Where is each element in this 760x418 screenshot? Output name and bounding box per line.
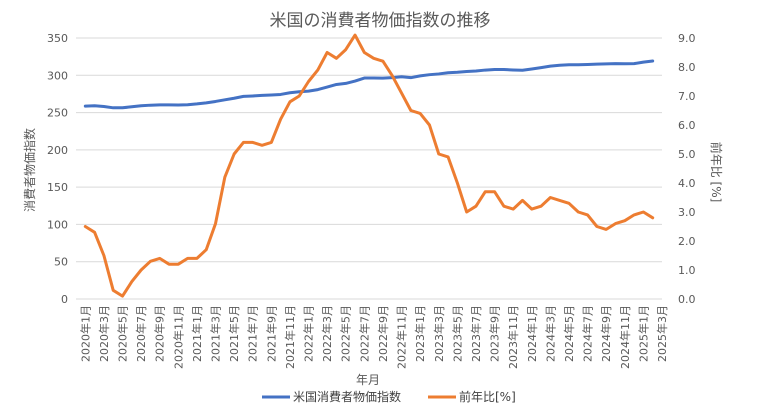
y-right-tick-label: 3.0	[678, 206, 696, 219]
x-tick-label: 2022年9月	[376, 305, 390, 362]
y-right-tick-label: 9.0	[678, 32, 696, 45]
y-left-tick-label: 100	[47, 218, 68, 231]
y-left-tick-label: 50	[54, 256, 68, 269]
y-axis-right-label: 前年比 [%]	[709, 142, 724, 203]
x-tick-label: 2025年3月	[655, 305, 669, 362]
x-tick-label: 2024年3月	[543, 305, 557, 362]
y-left-tick-label: 200	[47, 144, 68, 157]
x-tick-label: 2023年5月	[450, 305, 464, 362]
x-tick-label: 2020年9月	[153, 305, 167, 362]
x-tick-label: 2022年3月	[320, 305, 334, 362]
legend-label-yoy: 前年比[%]	[459, 389, 516, 404]
x-axis-label: 年月	[356, 373, 380, 387]
y-right-tick-label: 5.0	[678, 148, 696, 161]
y-left-tick-label: 350	[47, 32, 68, 45]
x-tick-label: 2020年1月	[78, 305, 92, 362]
left-axis-ticks: 0 50 100 150 200 250 300 350	[47, 32, 68, 306]
x-axis-ticks: 2020年1月 2020年3月 2020年5月 2020年7月 2020年9月 2020年…	[78, 305, 669, 369]
chart-title: 米国の消費者物価指数の推移	[270, 11, 491, 31]
x-tick-label: 2021年3月	[209, 305, 223, 362]
y-right-tick-label: 1.0	[678, 264, 696, 277]
x-tick-label: 2021年1月	[190, 305, 204, 362]
x-tick-label: 2020年7月	[134, 305, 148, 362]
series-layer	[83, 33, 655, 298]
x-tick-label: 2021年9月	[264, 305, 278, 362]
series-line-yoy	[83, 33, 655, 298]
y-axis-left-label: 消費者物価指数	[22, 128, 37, 212]
y-right-tick-label: 6.0	[678, 119, 696, 132]
x-tick-label: 2023年3月	[432, 305, 446, 362]
x-tick-label: 2022年11月	[395, 305, 409, 369]
right-axis-ticks: 0.0 1.0 2.0 3.0 4.0 5.0 6.0 7.0 8.0 9.0	[678, 32, 696, 306]
y-right-tick-label: 4.0	[678, 177, 696, 190]
x-tick-label: 2022年7月	[357, 305, 371, 362]
x-tick-label: 2024年9月	[599, 305, 613, 362]
legend: 米国消費者物価指数 前年比[%]	[262, 389, 516, 404]
series-line-cpi	[83, 59, 655, 110]
x-tick-label: 2025年1月	[636, 305, 650, 362]
x-tick-label: 2022年1月	[302, 305, 316, 362]
x-tick-label: 2021年7月	[246, 305, 260, 362]
x-tick-label: 2021年5月	[227, 305, 241, 362]
x-tick-label: 2023年7月	[469, 305, 483, 362]
x-tick-label: 2020年5月	[116, 305, 130, 362]
x-tick-label: 2023年11月	[506, 305, 520, 369]
y-right-tick-label: 2.0	[678, 235, 696, 248]
x-tick-label: 2024年7月	[581, 305, 595, 362]
x-tick-label: 2024年1月	[525, 305, 539, 362]
x-tick-label: 2024年11月	[618, 305, 632, 369]
y-left-tick-label: 0	[61, 293, 68, 306]
x-tick-label: 2023年1月	[413, 305, 427, 362]
x-tick-label: 2020年11月	[171, 305, 185, 369]
x-tick-label: 2024年5月	[562, 305, 576, 362]
x-tick-label: 2022年5月	[339, 305, 353, 362]
x-tick-label: 2023年9月	[488, 305, 502, 362]
y-left-tick-label: 300	[47, 69, 68, 82]
y-right-tick-label: 0.0	[678, 293, 696, 306]
x-tick-label: 2020年3月	[97, 305, 111, 362]
grid-layer	[76, 37, 662, 300]
y-left-tick-label: 250	[47, 107, 68, 120]
y-left-tick-label: 150	[47, 181, 68, 194]
y-right-tick-label: 7.0	[678, 90, 696, 103]
x-tick-label: 2021年11月	[283, 305, 297, 369]
legend-label-cpi: 米国消費者物価指数	[293, 389, 401, 404]
y-right-tick-label: 8.0	[678, 61, 696, 74]
